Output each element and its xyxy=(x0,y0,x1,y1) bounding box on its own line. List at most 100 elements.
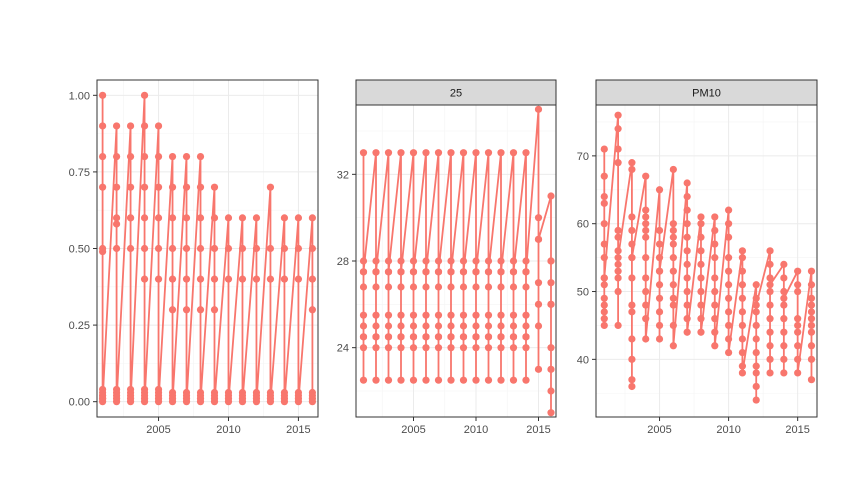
data-point xyxy=(154,183,163,191)
data-point xyxy=(534,300,543,308)
data-point xyxy=(182,398,191,406)
data-point xyxy=(509,283,518,291)
data-point xyxy=(484,333,493,341)
data-point xyxy=(725,335,733,343)
data-point xyxy=(738,362,747,370)
data-point xyxy=(140,398,149,406)
data-point xyxy=(409,257,418,265)
data-point xyxy=(422,322,430,330)
data-point xyxy=(434,376,443,384)
data-point xyxy=(522,257,530,265)
x-tick-label: 2010 xyxy=(464,424,488,436)
data-point xyxy=(447,333,455,341)
data-point xyxy=(168,152,177,161)
data-point xyxy=(210,244,219,253)
data-point xyxy=(794,287,802,296)
y-tick-label: 0.75 xyxy=(69,167,90,179)
data-point xyxy=(372,268,380,276)
data-point xyxy=(794,355,802,363)
data-point xyxy=(384,149,393,157)
facet-strip xyxy=(355,79,557,106)
data-point xyxy=(509,268,518,276)
data-point xyxy=(196,214,205,222)
data-point xyxy=(112,152,121,161)
data-point xyxy=(711,226,719,235)
data-point xyxy=(484,344,493,352)
data-point xyxy=(422,344,430,352)
data-point xyxy=(600,274,608,282)
data-point xyxy=(409,311,418,319)
data-point xyxy=(600,301,608,309)
data-point xyxy=(238,398,247,406)
data-point xyxy=(752,294,760,302)
data-point xyxy=(384,268,393,276)
data-point xyxy=(252,244,261,253)
data-point xyxy=(600,321,608,330)
data-point xyxy=(669,321,677,330)
data-point xyxy=(614,159,622,167)
data-point xyxy=(683,233,691,241)
panel-pm10: PM10 2005 2010 2015 40 50 60 70 xyxy=(577,79,818,436)
data-point xyxy=(669,294,677,302)
data-point xyxy=(509,322,518,330)
data-point xyxy=(168,306,177,314)
data-point xyxy=(669,267,677,275)
data-point xyxy=(711,213,719,221)
data-point xyxy=(154,275,163,283)
data-point xyxy=(509,344,518,352)
data-point xyxy=(780,369,788,377)
data-point xyxy=(600,254,608,262)
data-point xyxy=(711,301,719,309)
data-point xyxy=(98,122,107,130)
y-tick-label: 0.25 xyxy=(69,320,90,332)
data-point xyxy=(697,328,705,336)
data-point xyxy=(655,254,664,262)
data-point xyxy=(669,342,677,350)
data-point xyxy=(522,268,530,276)
data-point xyxy=(140,152,149,161)
data-point xyxy=(794,369,802,377)
data-point xyxy=(600,145,608,153)
data-point xyxy=(196,183,205,191)
data-point xyxy=(294,214,303,222)
data-point xyxy=(359,149,368,157)
data-point xyxy=(780,260,788,268)
data-point xyxy=(384,257,393,265)
data-point xyxy=(642,274,650,282)
data-point xyxy=(210,398,219,406)
data-point xyxy=(434,311,443,319)
data-point xyxy=(459,283,468,291)
data-point xyxy=(472,322,480,330)
data-point xyxy=(422,149,430,157)
x-tick-label: 2010 xyxy=(216,424,240,436)
data-point xyxy=(600,172,608,180)
data-point xyxy=(655,267,664,275)
data-point xyxy=(224,275,233,283)
data-point xyxy=(669,240,677,248)
data-point xyxy=(628,274,636,282)
data-point xyxy=(780,355,788,363)
data-point xyxy=(600,220,608,228)
data-point xyxy=(372,344,380,352)
data-point xyxy=(600,281,608,289)
data-point xyxy=(372,376,380,384)
data-point xyxy=(642,213,650,221)
data-point xyxy=(534,322,543,330)
data-point xyxy=(409,376,418,384)
data-point xyxy=(547,300,555,308)
data-point xyxy=(154,122,163,130)
data-point xyxy=(459,376,468,384)
data-point xyxy=(210,183,219,191)
data-point xyxy=(409,333,418,341)
data-point xyxy=(655,240,664,248)
data-point xyxy=(697,247,705,255)
data-point xyxy=(308,244,317,253)
series-line xyxy=(362,108,552,414)
data-point xyxy=(752,301,760,309)
data-point xyxy=(459,333,468,341)
data-point xyxy=(497,333,505,341)
data-point xyxy=(459,322,468,330)
data-point xyxy=(683,287,691,296)
y-tick-label: 0.00 xyxy=(69,397,90,409)
